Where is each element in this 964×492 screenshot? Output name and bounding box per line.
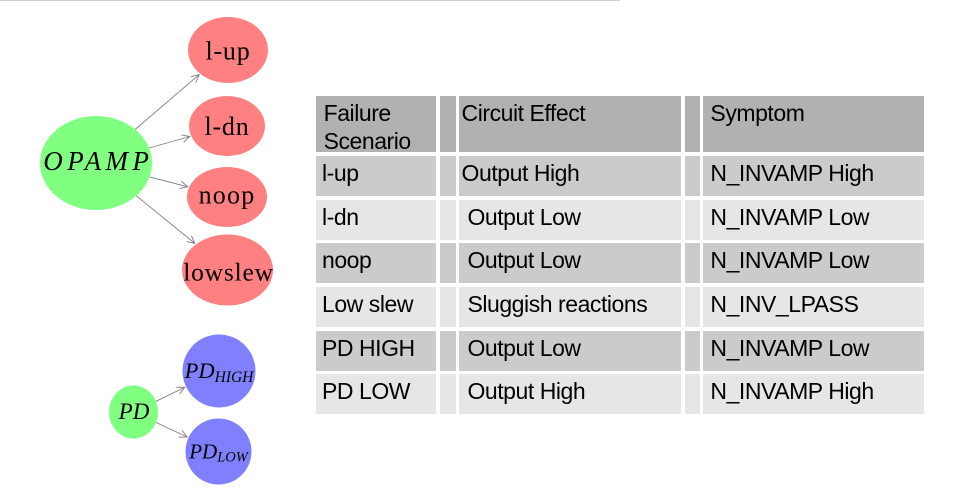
svg-text:PD: PD [118, 399, 150, 424]
svg-text:lowslew: lowslew [183, 258, 274, 287]
svg-text:l-dn: l-dn [204, 112, 249, 141]
svg-text:noop: noop [199, 181, 256, 210]
svg-text:l-up: l-up [205, 36, 250, 65]
svg-text:OPAMP: OPAMP [43, 146, 153, 176]
